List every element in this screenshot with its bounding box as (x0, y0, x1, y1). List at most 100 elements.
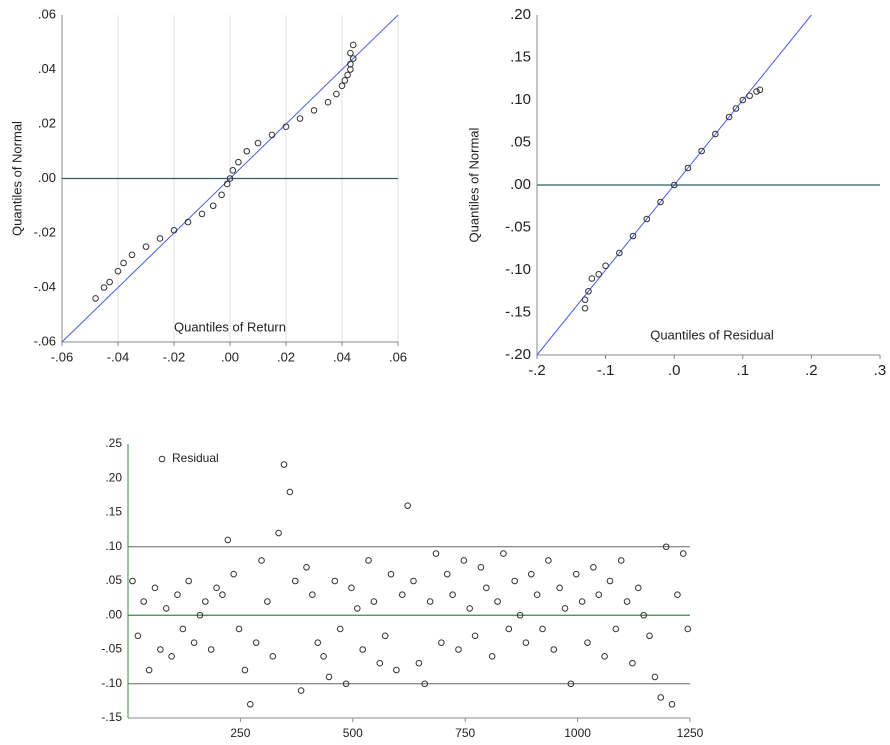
point (657, 694, 665, 701)
point (421, 680, 429, 688)
point (584, 639, 591, 646)
point (623, 598, 631, 605)
point (303, 564, 310, 571)
point (616, 249, 623, 257)
point (223, 180, 231, 188)
point (348, 584, 355, 592)
point (539, 625, 546, 633)
point (527, 570, 535, 578)
point (617, 557, 625, 564)
point (341, 77, 349, 84)
y-axis-label: Quantiles of Normal (466, 127, 481, 242)
point (241, 666, 249, 674)
point (438, 639, 445, 646)
y-axis-label: Quantiles of Normal (9, 121, 24, 236)
y-tick-label: .10 (105, 539, 122, 553)
point (331, 577, 339, 585)
point (114, 267, 122, 275)
point (254, 139, 262, 147)
point (746, 92, 753, 100)
point (218, 191, 225, 199)
point (338, 82, 346, 90)
point (684, 164, 692, 172)
point (179, 625, 187, 633)
x-tick-label: -.1 (597, 362, 615, 379)
point (297, 687, 305, 694)
point (581, 304, 589, 312)
point (170, 226, 178, 234)
point (235, 625, 243, 633)
point (455, 646, 462, 653)
point (629, 232, 637, 240)
point (578, 598, 586, 605)
point (333, 90, 340, 98)
point (556, 584, 563, 592)
y-tick-label: -.10 (505, 261, 531, 278)
point (365, 557, 372, 564)
point (449, 591, 456, 599)
x-tick-label: .00 (221, 349, 239, 364)
point (572, 570, 580, 578)
point (477, 564, 485, 571)
point (466, 605, 473, 612)
point (190, 639, 198, 646)
y-tick-label: .00 (510, 176, 531, 193)
point (634, 584, 642, 592)
y-tick-label: .10 (510, 91, 531, 108)
point (460, 557, 468, 564)
y-tick-label: .05 (105, 573, 122, 587)
point (168, 653, 175, 660)
point (134, 632, 142, 640)
x-tick-label: 500 (343, 726, 363, 740)
point (347, 60, 354, 68)
point (229, 167, 237, 174)
x-tick-label: -.04 (107, 349, 129, 364)
point (282, 123, 290, 131)
point (140, 598, 148, 605)
point (471, 632, 479, 640)
y-tick-label: .15 (105, 505, 122, 519)
point (640, 611, 647, 619)
point (156, 235, 164, 242)
point (320, 653, 327, 660)
point (128, 251, 136, 259)
y-tick-label: .04 (38, 61, 56, 76)
point (522, 639, 530, 646)
point (196, 611, 204, 619)
point (725, 113, 733, 121)
point (213, 584, 220, 592)
point (209, 202, 217, 210)
point (129, 577, 136, 585)
x-axis-label: Quantiles of Residual (650, 327, 774, 342)
point (410, 577, 417, 585)
point (185, 577, 192, 585)
point (753, 88, 760, 95)
point (151, 584, 159, 592)
point (387, 570, 395, 578)
point (500, 550, 507, 557)
point (336, 625, 344, 633)
point (602, 262, 609, 270)
point (679, 550, 687, 557)
x-tick-label: 750 (455, 726, 475, 740)
point (393, 666, 400, 674)
point (324, 98, 332, 106)
point (198, 210, 206, 218)
point (651, 673, 659, 681)
y-tick-label: .02 (38, 115, 56, 130)
point (310, 107, 318, 114)
point (359, 646, 366, 653)
point (404, 502, 411, 509)
point (494, 598, 501, 605)
point (230, 570, 237, 578)
point (670, 181, 678, 189)
point (353, 605, 361, 612)
point (269, 653, 277, 660)
y-tick-label: -.04 (34, 279, 56, 294)
y-tick-label: -.02 (34, 224, 56, 239)
point (415, 659, 423, 667)
point (291, 577, 299, 585)
point (258, 557, 265, 564)
x-tick-label: .3 (874, 362, 887, 379)
point (235, 158, 242, 166)
